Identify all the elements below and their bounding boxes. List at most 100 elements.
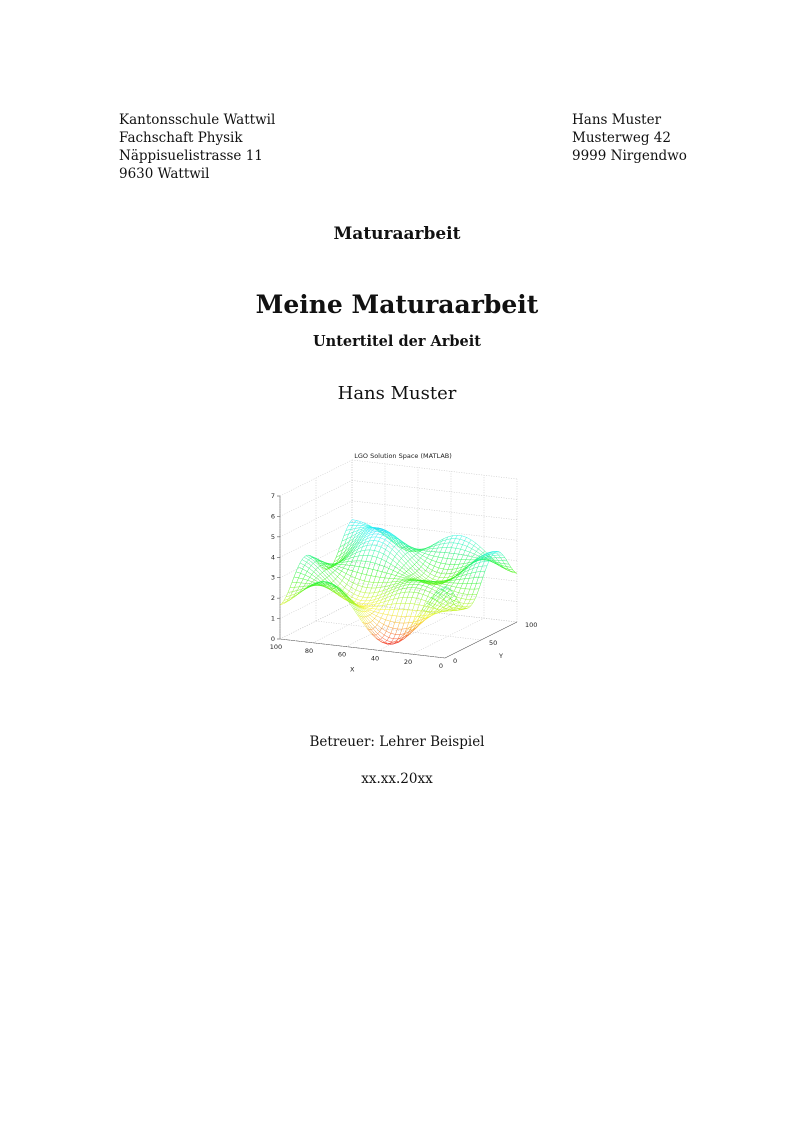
mesh-line — [440, 562, 446, 565]
mesh-line — [409, 557, 413, 560]
mesh-line — [334, 570, 340, 575]
mesh-line — [448, 535, 453, 537]
mesh-line — [414, 623, 420, 630]
z-tick-label: 0 — [271, 635, 275, 643]
mesh-line — [380, 613, 384, 619]
mesh-line — [372, 618, 375, 621]
mesh-line — [469, 583, 473, 590]
mesh-line — [495, 557, 499, 561]
mesh-line — [365, 555, 369, 562]
mesh-line — [317, 567, 323, 573]
mesh-line — [335, 589, 341, 592]
mesh-line — [429, 559, 432, 565]
mesh-line — [363, 567, 369, 569]
mesh-line — [451, 547, 457, 549]
mesh-line — [304, 571, 308, 576]
mesh-line — [401, 635, 406, 640]
mesh-line — [364, 580, 370, 583]
mesh-line — [304, 562, 307, 566]
mesh-line — [413, 554, 417, 557]
mesh-line — [402, 587, 407, 590]
mesh-line — [354, 560, 357, 567]
mesh-line — [470, 602, 474, 606]
mesh-line — [464, 540, 470, 543]
mesh-line — [293, 576, 299, 579]
mesh-line — [309, 555, 315, 558]
mesh-line — [316, 575, 319, 579]
mesh-line — [407, 552, 413, 558]
mesh-line — [411, 625, 416, 628]
mesh-line — [440, 557, 444, 564]
mesh-line — [353, 608, 359, 616]
mesh-line — [383, 593, 389, 597]
mesh-line — [365, 616, 371, 623]
mesh-line — [422, 563, 428, 568]
mesh-line — [443, 598, 447, 602]
mesh-line — [315, 560, 318, 563]
mesh-line — [396, 543, 399, 545]
mesh-line — [500, 557, 503, 561]
mesh-line — [434, 575, 440, 578]
mesh-line — [496, 552, 499, 556]
mesh-line — [393, 575, 397, 579]
mesh-line — [455, 543, 459, 549]
mesh-line — [426, 548, 429, 552]
mesh-line — [425, 546, 431, 549]
mesh-line — [417, 584, 423, 586]
mesh-line — [387, 603, 392, 606]
mesh-line — [382, 571, 387, 574]
mesh-line — [443, 595, 449, 600]
mesh-line — [426, 576, 429, 579]
mesh-line — [433, 581, 438, 583]
mesh-line — [420, 563, 424, 567]
mesh-line — [359, 537, 365, 542]
mesh-line — [369, 549, 375, 551]
mesh-line — [433, 547, 438, 549]
mesh-line — [459, 535, 463, 540]
mesh-line — [410, 623, 416, 630]
mesh-line — [450, 569, 453, 574]
mesh-line — [408, 616, 411, 623]
mesh-line — [504, 563, 507, 567]
mesh-line — [434, 572, 438, 577]
mesh-line — [447, 602, 453, 605]
mesh-line — [344, 587, 350, 592]
mesh-line — [311, 563, 314, 566]
mesh-line — [434, 602, 440, 608]
mesh-line — [415, 552, 419, 555]
mesh-line — [353, 552, 357, 558]
mesh-line — [371, 540, 375, 545]
mesh-line — [316, 558, 322, 562]
mesh-line — [340, 559, 345, 563]
mesh-line — [403, 563, 407, 566]
mesh-line — [408, 575, 414, 579]
mesh-line — [437, 593, 440, 595]
mesh-line — [416, 560, 419, 563]
mesh-line — [395, 628, 398, 635]
mesh-line — [453, 573, 458, 576]
mesh-line — [436, 572, 442, 574]
mesh-line — [354, 565, 360, 567]
mesh-line — [391, 638, 394, 643]
mesh-line — [457, 567, 462, 569]
mesh-line — [287, 591, 293, 593]
mesh-line — [420, 555, 423, 559]
mesh-line — [432, 578, 438, 581]
mesh-line — [390, 588, 396, 591]
mesh-line — [458, 606, 464, 609]
mesh-line — [370, 555, 373, 563]
mesh-line — [466, 607, 470, 609]
axis-line — [444, 621, 518, 659]
mesh-line — [414, 610, 418, 617]
mesh-line — [378, 537, 381, 542]
mesh-line — [361, 537, 365, 542]
mesh-line — [383, 613, 388, 615]
mesh-line — [327, 563, 333, 567]
mesh-line — [383, 553, 389, 557]
mesh-line — [431, 609, 437, 614]
mesh-line — [404, 582, 407, 586]
mesh-line — [442, 582, 445, 584]
mesh-line — [303, 583, 306, 587]
mesh-line — [388, 535, 394, 540]
mesh-line — [389, 604, 392, 610]
